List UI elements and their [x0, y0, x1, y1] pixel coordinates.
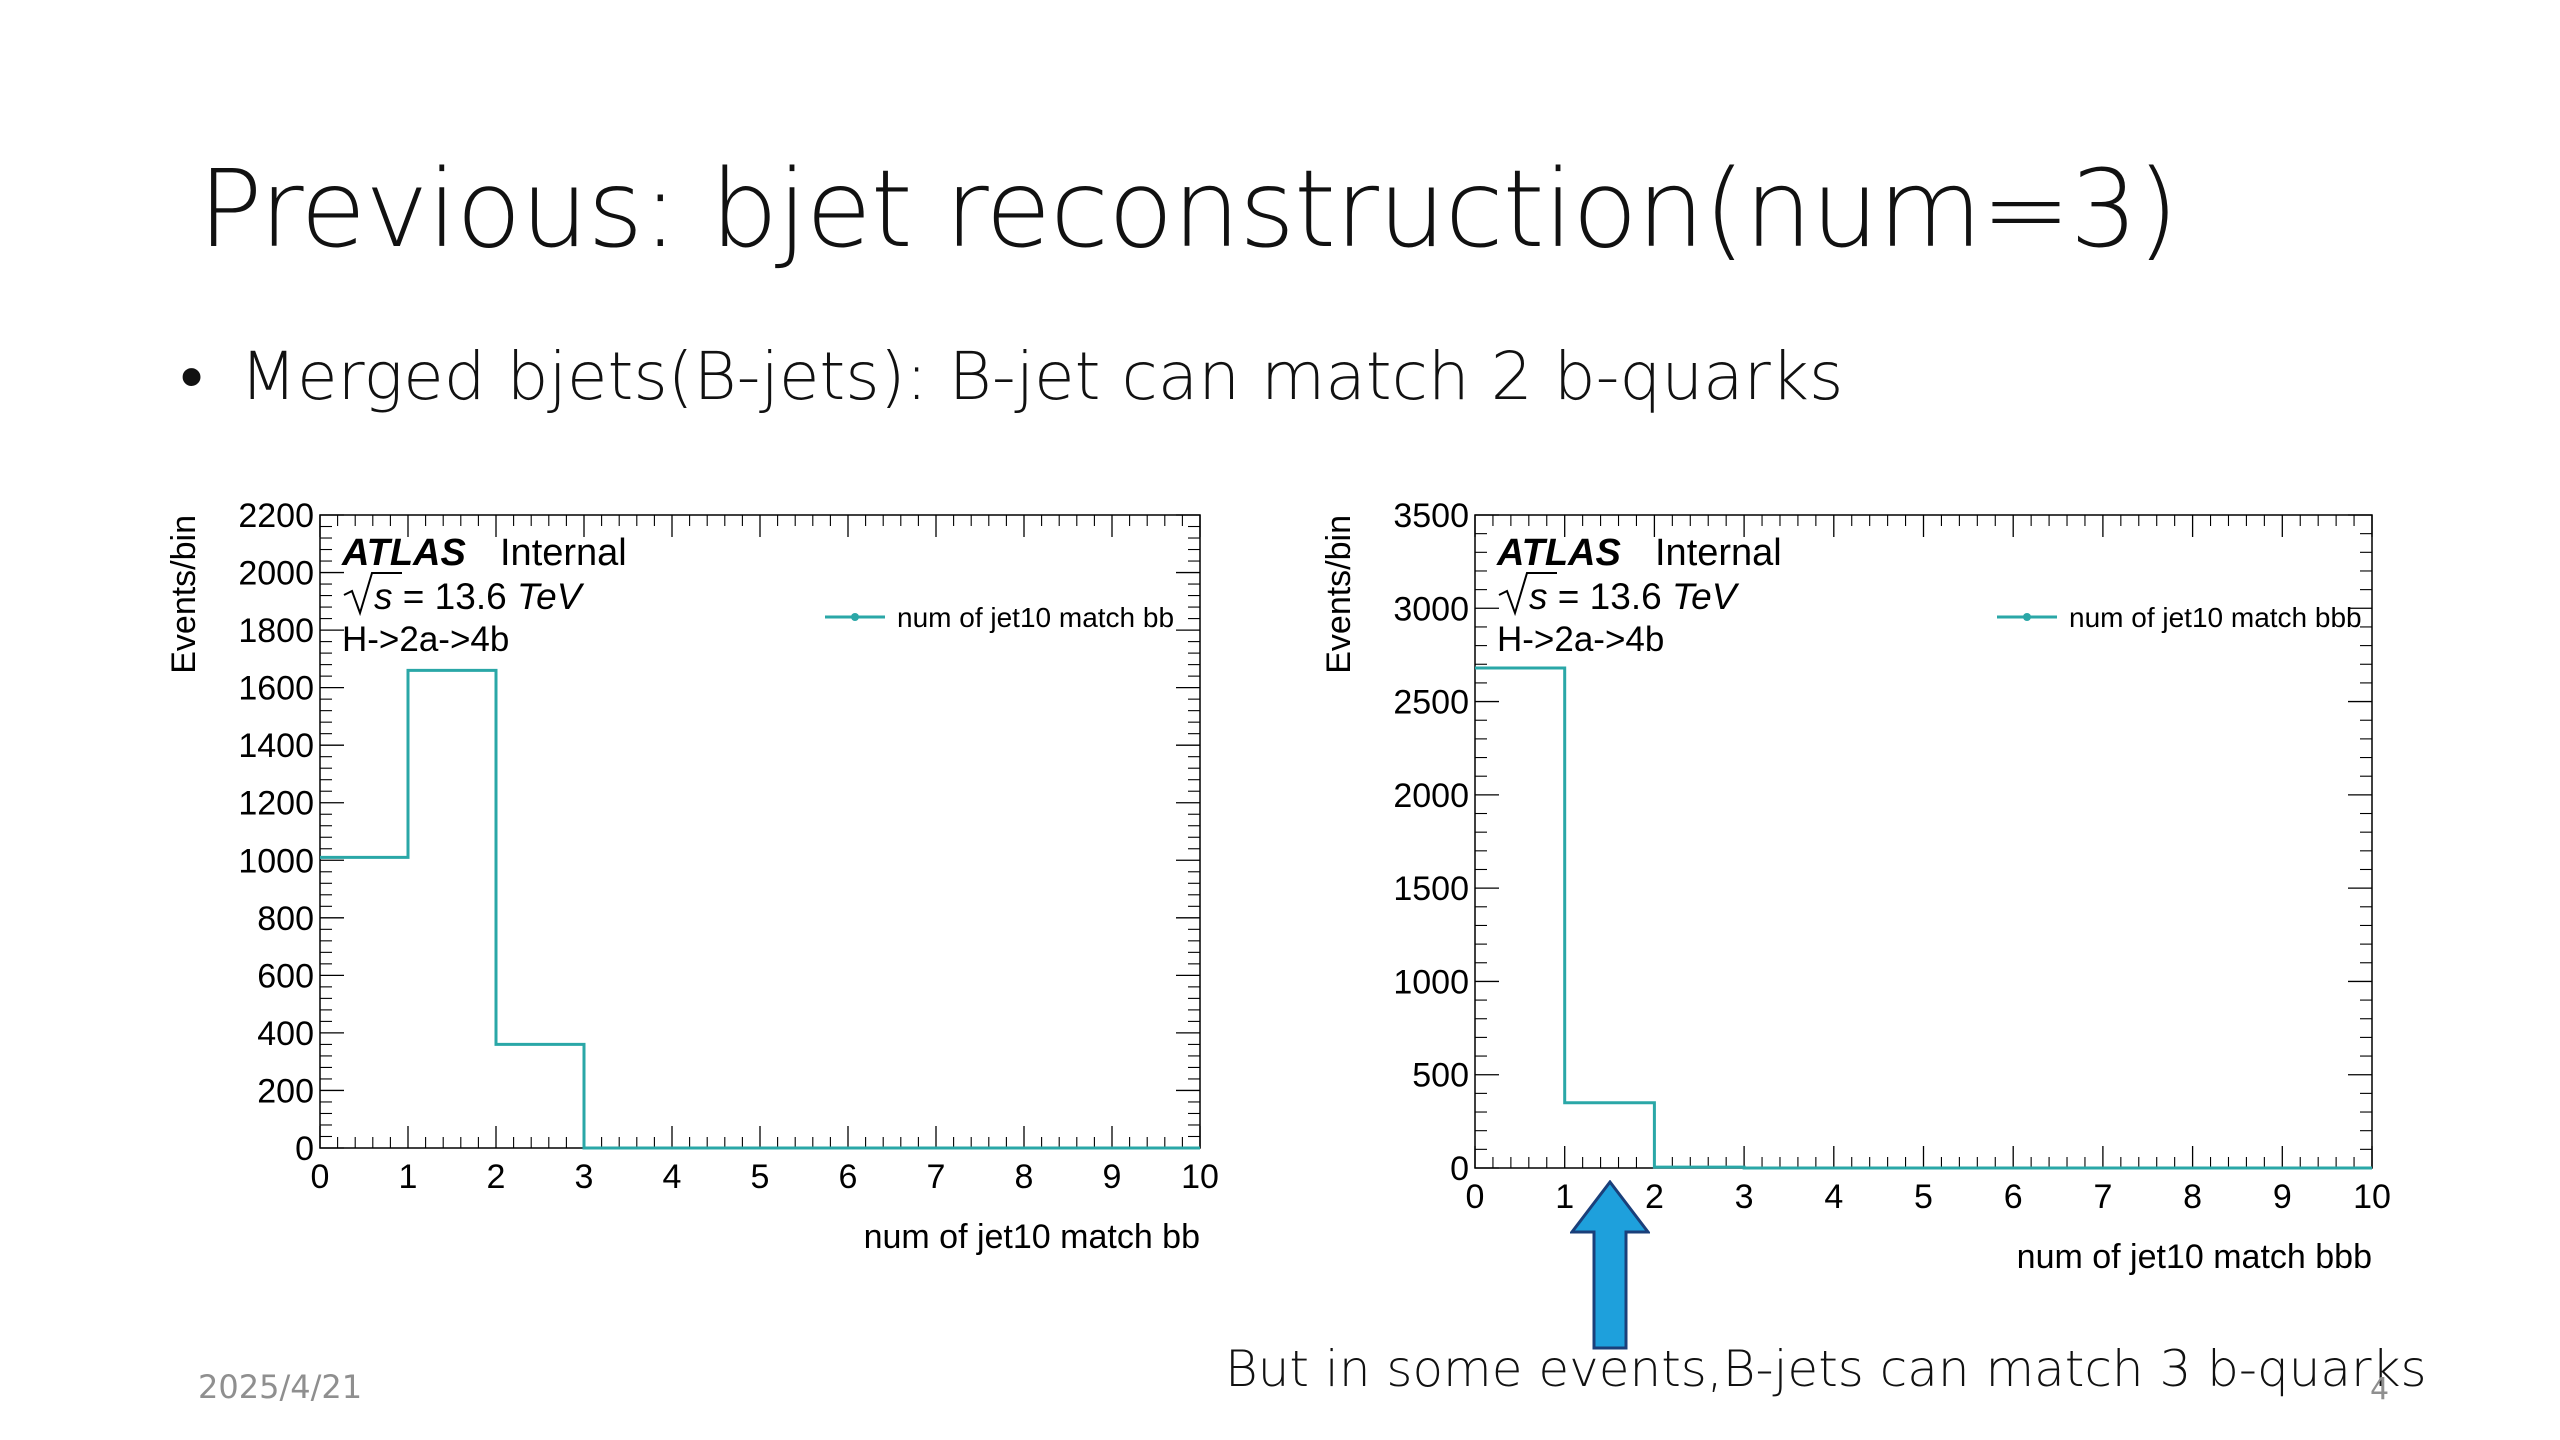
legend-label: num of jet10 match bb: [897, 602, 1174, 633]
x-tick-label: 0: [1466, 1178, 1485, 1216]
x-tick-label: 1: [1555, 1178, 1574, 1216]
x-tick-label: 2: [1645, 1178, 1664, 1216]
y-tick-label: 2500: [1393, 684, 1469, 722]
bullet-point: • Merged bjets(B-jets): B-jet can match 2…: [180, 338, 1843, 415]
x-tick-label: 9: [2273, 1178, 2292, 1216]
internal-label: Internal: [500, 532, 627, 574]
y-tick-label: 1200: [238, 785, 314, 823]
y-tick-label: 1800: [238, 612, 314, 650]
legend-marker: [2023, 613, 2031, 621]
energy-label: s = 13.6 TeV: [1529, 576, 1740, 617]
x-tick-label: 9: [1103, 1158, 1122, 1196]
x-tick-label: 8: [1015, 1158, 1034, 1196]
y-tick-label: 400: [257, 1015, 314, 1053]
histogram-series: [320, 668, 1200, 1150]
y-tick-label: 0: [1450, 1150, 1469, 1188]
y-tick-label: 2000: [1393, 777, 1469, 815]
sqrt-icon: [343, 572, 402, 617]
histogram-jet10-match-bb: 0 1 2 3 4 5 6 7 8 9 10 0 200 400 600 800 1000 1200 1400 160…: [165, 497, 1219, 1256]
atlas-label: ATLAS: [341, 532, 466, 574]
x-tick-label: 4: [1824, 1178, 1843, 1216]
histogram-jet10-match-bbb: 0 1 2 3 4 5 6 7 8 9 10 0 500 1000 1500 2000 2500 3000 3500…: [1320, 497, 2391, 1276]
y-tick-label: 500: [1412, 1057, 1469, 1095]
histogram-series: [1475, 666, 2372, 1170]
sqrt-icon: [1498, 572, 1557, 617]
up-arrow-icon: [1570, 1180, 1650, 1350]
x-tick-label: 1: [399, 1158, 418, 1196]
x-tick-label: 7: [2093, 1178, 2112, 1216]
slide-title: Previous: bjet reconstruction(num=3): [198, 148, 2179, 272]
x-tick-label: 5: [751, 1158, 770, 1196]
x-tick-label: 3: [1735, 1178, 1754, 1216]
y-tick-label: 1000: [1393, 963, 1469, 1001]
x-tick-label: 10: [2353, 1178, 2391, 1216]
y-tick-label: 1400: [238, 727, 314, 765]
y-tick-label: 2200: [238, 497, 314, 535]
bullet-dot-icon: •: [180, 338, 204, 415]
x-tick-label: 6: [2004, 1178, 2023, 1216]
x-axis-label: num of jet10 match bbb: [2017, 1238, 2372, 1276]
bullet-text: Merged bjets(B-jets): B-jet can match 2 …: [240, 338, 1844, 415]
legend-marker: [851, 613, 859, 621]
internal-label: Internal: [1655, 532, 1782, 574]
x-tick-label: 5: [1914, 1178, 1933, 1216]
x-tick-label: 6: [839, 1158, 858, 1196]
annotation-text: But in some events,B-jets can match 3 b-…: [1225, 1340, 2427, 1398]
y-tick-label: 3000: [1393, 590, 1469, 628]
energy-label: s = 13.6 TeV: [374, 576, 585, 617]
y-tick-label: 200: [257, 1072, 314, 1110]
y-tick-label: 0: [295, 1130, 314, 1168]
y-tick-label: 3500: [1393, 497, 1469, 535]
x-tick-label: 7: [927, 1158, 946, 1196]
y-axis-label: Events/bin: [1320, 515, 1358, 674]
y-tick-label: 600: [257, 957, 314, 995]
x-tick-label: 2: [487, 1158, 506, 1196]
x-tick-label: 8: [2183, 1178, 2202, 1216]
y-tick-label: 1600: [238, 670, 314, 708]
legend-label: num of jet10 match bbb: [2069, 602, 2362, 633]
y-tick-label: 800: [257, 900, 314, 938]
x-tick-label: 4: [663, 1158, 682, 1196]
y-tick-label: 1000: [238, 842, 314, 880]
atlas-label: ATLAS: [1496, 532, 1621, 574]
page-number: 4: [2370, 1372, 2390, 1407]
footer-date: 2025/4/21: [198, 1368, 363, 1406]
process-label: H->2a->4b: [342, 620, 509, 659]
x-axis-label: num of jet10 match bb: [864, 1218, 1200, 1256]
y-tick-label: 1500: [1393, 870, 1469, 908]
x-tick-label: 10: [1181, 1158, 1219, 1196]
y-tick-label: 2000: [238, 555, 314, 593]
y-axis-label: Events/bin: [165, 515, 203, 674]
process-label: H->2a->4b: [1497, 620, 1664, 659]
x-tick-label: 0: [311, 1158, 330, 1196]
x-tick-label: 3: [575, 1158, 594, 1196]
